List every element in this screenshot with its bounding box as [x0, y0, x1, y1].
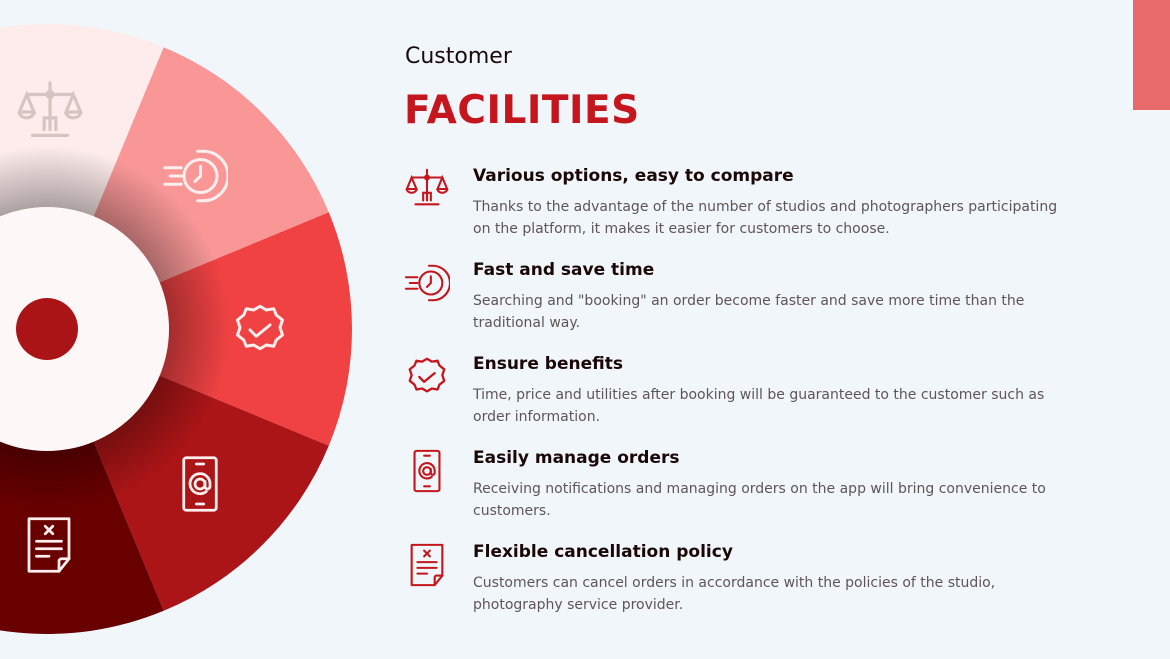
- wheel-shadow: [0, 24, 352, 634]
- phone-at-icon: [413, 449, 441, 493]
- cancel-document-icon: [410, 543, 444, 587]
- facility-description: Customers can cancel orders in accordanc…: [473, 575, 996, 613]
- page-title: FACILITIES: [404, 88, 640, 133]
- facility-title: Easily manage orders: [473, 448, 680, 468]
- wheel-hub: [0, 207, 169, 451]
- facility-description: Thanks to the advantage of the number of…: [473, 199, 1058, 237]
- corner-accent: [1133, 0, 1170, 110]
- facility-title: Ensure benefits: [473, 354, 623, 374]
- facility-description: Receiving notifications and managing ord…: [473, 481, 1046, 519]
- scale-icon: [405, 168, 449, 206]
- facility-title: Fast and save time: [473, 260, 655, 280]
- facility-description: Searching and "booking" an order become …: [473, 293, 1025, 331]
- facility-title: Various options, easy to compare: [473, 166, 794, 186]
- facility-description: Time, price and utilities after booking …: [473, 387, 1045, 425]
- verified-badge-icon: [408, 357, 446, 393]
- facility-title: Flexible cancellation policy: [473, 542, 733, 562]
- fast-clock-icon: [404, 264, 450, 302]
- page-subtitle: Customer: [405, 44, 512, 69]
- facilities-wheel: [0, 24, 352, 634]
- wheel-center-dot: [16, 298, 78, 360]
